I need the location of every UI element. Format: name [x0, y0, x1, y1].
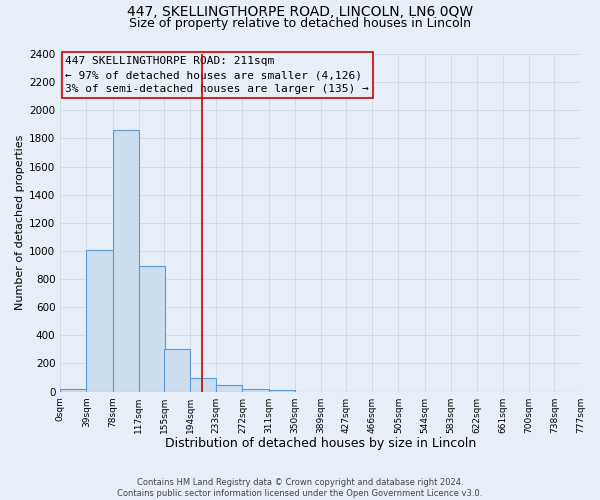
Bar: [113, 130, 139, 392]
Text: 447, SKELLINGTHORPE ROAD, LINCOLN, LN6 0QW: 447, SKELLINGTHORPE ROAD, LINCOLN, LN6 0…: [127, 5, 473, 19]
Bar: [242, 389, 269, 392]
Bar: [269, 390, 295, 392]
Y-axis label: Number of detached properties: Number of detached properties: [15, 135, 25, 310]
Bar: [216, 386, 242, 392]
Bar: [164, 350, 190, 392]
X-axis label: Distribution of detached houses by size in Lincoln: Distribution of detached houses by size …: [165, 437, 476, 450]
Text: Size of property relative to detached houses in Lincoln: Size of property relative to detached ho…: [129, 18, 471, 30]
Text: Contains HM Land Registry data © Crown copyright and database right 2024.
Contai: Contains HM Land Registry data © Crown c…: [118, 478, 482, 498]
Bar: [139, 266, 165, 392]
Bar: [190, 378, 216, 392]
Text: 447 SKELLINGTHORPE ROAD: 211sqm
← 97% of detached houses are smaller (4,126)
3% : 447 SKELLINGTHORPE ROAD: 211sqm ← 97% of…: [65, 56, 369, 94]
Bar: [86, 250, 113, 392]
Bar: [60, 389, 86, 392]
